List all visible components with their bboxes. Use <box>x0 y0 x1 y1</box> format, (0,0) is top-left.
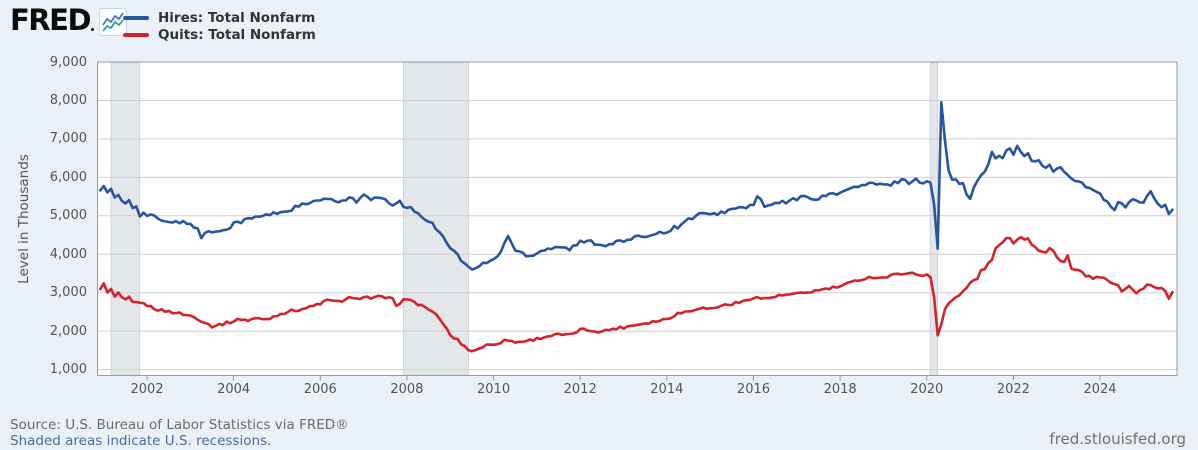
x-tick-label: 2004 <box>217 382 251 397</box>
recession-note-link[interactable]: Shaded areas indicate U.S. recessions. <box>10 433 272 449</box>
series-line-hires <box>98 101 1174 271</box>
y-tick-label: 2,000 <box>49 323 87 339</box>
plot-background <box>97 62 1177 376</box>
fred-sparkline-icon <box>99 8 128 36</box>
x-tick-label: 2018 <box>823 382 857 397</box>
legend-item-hires: Hires: Total Nonfarm <box>123 9 316 26</box>
y-tick-label: 9,000 <box>49 54 87 70</box>
x-tick-label: 2024 <box>1083 382 1117 397</box>
fred-logo-text: FRED <box>10 3 92 37</box>
x-tick-label: 2006 <box>303 382 337 397</box>
x-tick-label: 2020 <box>910 382 944 397</box>
y-tick-label: 6,000 <box>49 169 87 185</box>
recession-band <box>402 62 469 376</box>
fred-site-link[interactable]: fred.stlouisfed.org <box>1049 430 1186 448</box>
x-tick-label: 2014 <box>650 382 684 397</box>
y-tick-label: 5,000 <box>49 208 87 224</box>
chart-legend: Hires: Total Nonfarm Quits: Total Nonfar… <box>123 9 316 43</box>
y-tick-label: 7,000 <box>49 131 87 147</box>
x-tick-label: 2002 <box>130 382 164 397</box>
x-tick-label: 2008 <box>390 382 424 397</box>
hires-line-swatch <box>123 15 149 20</box>
x-tick-label: 2016 <box>736 382 771 397</box>
recession-band <box>110 62 141 376</box>
y-tick-label: 1,000 <box>49 362 87 378</box>
legend-label-quits: Quits: Total Nonfarm <box>158 26 316 43</box>
legend-label-hires: Hires: Total Nonfarm <box>158 9 316 26</box>
y-tick-label: 4,000 <box>49 246 87 262</box>
legend-item-quits: Quits: Total Nonfarm <box>123 26 316 43</box>
series-line-quits <box>98 235 1174 353</box>
plot-border <box>97 61 1178 376</box>
fred-logo[interactable]: FRED <box>10 3 128 37</box>
x-tick-label: 2022 <box>996 382 1030 397</box>
quits-line-swatch <box>123 32 149 37</box>
source-attribution: Source: U.S. Bureau of Labor Statistics … <box>10 417 349 433</box>
registered-trademark-dot <box>91 28 95 31</box>
y-tick-label: 8,000 <box>49 92 87 108</box>
x-tick-label: 2010 <box>477 382 511 397</box>
x-tick-label: 2012 <box>563 382 597 397</box>
y-tick-label: 3,000 <box>49 285 87 301</box>
